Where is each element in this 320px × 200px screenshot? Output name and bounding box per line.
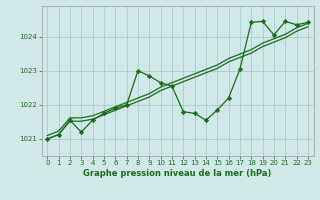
X-axis label: Graphe pression niveau de la mer (hPa): Graphe pression niveau de la mer (hPa) [84, 169, 272, 178]
